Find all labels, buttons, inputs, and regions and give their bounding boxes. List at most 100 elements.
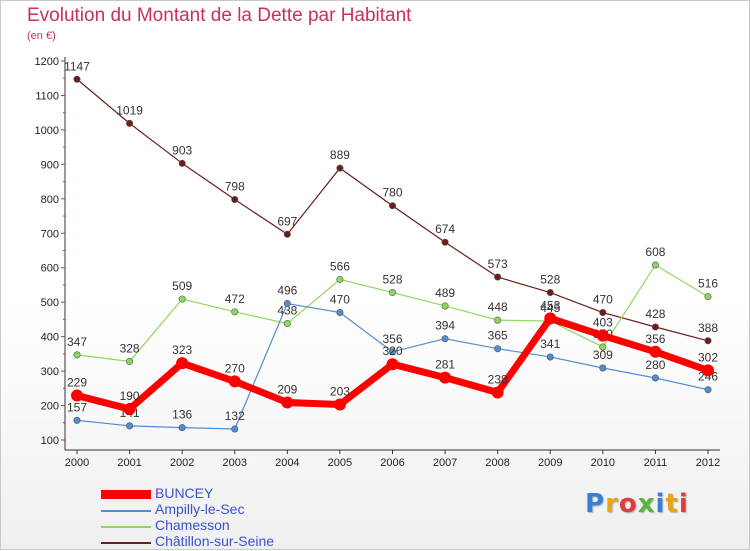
data-label-ampilly-le-sec: 394 — [435, 319, 455, 333]
data-label-chamesson: 445 — [540, 301, 560, 315]
x-tick-label: 2001 — [117, 457, 141, 469]
data-point-ampilly-le-sec — [441, 335, 449, 343]
y-tick-label: 1100 — [35, 90, 59, 102]
data-label-chatillon-sur-seine: 428 — [645, 307, 665, 321]
y-tick-label: 1000 — [35, 125, 59, 137]
data-point-chatillon-sur-seine — [651, 323, 659, 331]
data-label-buncey: 302 — [698, 350, 718, 364]
data-point-chatillon-sur-seine — [494, 273, 502, 281]
logo-letter: x — [637, 489, 656, 519]
data-label-buncey: 453 — [540, 298, 560, 312]
data-label-ampilly-le-sec: 496 — [277, 284, 297, 298]
data-label-chatillon-sur-seine: 388 — [698, 321, 718, 335]
data-point-chatillon-sur-seine — [704, 337, 712, 345]
legend-swatch-buncey — [101, 490, 151, 499]
data-label-chatillon-sur-seine: 780 — [382, 186, 402, 200]
y-tick-label: 800 — [41, 194, 59, 206]
logo-letter: o — [618, 489, 638, 519]
data-point-chamesson — [178, 295, 186, 303]
data-label-chatillon-sur-seine: 798 — [225, 180, 245, 194]
data-label-buncey: 238 — [488, 372, 508, 386]
data-label-chatillon-sur-seine: 674 — [435, 222, 455, 236]
data-point-ampilly-le-sec — [599, 364, 607, 372]
data-label-ampilly-le-sec: 136 — [172, 408, 192, 422]
data-point-buncey — [71, 389, 83, 402]
data-label-buncey: 229 — [67, 376, 87, 390]
data-point-buncey — [123, 402, 136, 415]
data-point-buncey — [649, 345, 662, 358]
y-tick-label: 600 — [41, 263, 59, 275]
data-label-chamesson: 608 — [645, 245, 665, 259]
data-point-ampilly-le-sec — [336, 309, 344, 317]
data-label-chamesson: 566 — [330, 259, 350, 273]
data-point-ampilly-le-sec — [651, 374, 659, 382]
data-label-chamesson: 489 — [435, 286, 455, 300]
data-label-chamesson: 347 — [67, 335, 87, 349]
legend-swatch-ampilly-le-sec — [101, 510, 151, 512]
data-label-chamesson: 509 — [172, 279, 192, 293]
data-label-chatillon-sur-seine: 1147 — [64, 59, 90, 73]
data-label-chatillon-sur-seine: 470 — [593, 293, 613, 307]
data-label-buncey: 209 — [277, 382, 297, 396]
data-point-chamesson — [73, 351, 81, 359]
data-point-ampilly-le-sec — [546, 353, 554, 361]
data-point-chamesson — [599, 343, 607, 351]
chart-unit: (en €) — [27, 30, 56, 42]
data-point-buncey — [281, 396, 294, 409]
data-point-chamesson — [704, 293, 712, 301]
data-label-chatillon-sur-seine: 697 — [277, 214, 297, 228]
data-point-ampilly-le-sec — [704, 386, 712, 394]
x-tick-label: 2011 — [644, 457, 668, 469]
series-line-chatillon-sur-seine — [76, 78, 709, 342]
data-label-chamesson: 516 — [698, 277, 718, 291]
data-point-ampilly-le-sec — [283, 300, 291, 308]
data-label-chatillon-sur-seine: 528 — [540, 273, 560, 287]
data-point-buncey — [439, 371, 452, 384]
y-tick-label: 500 — [41, 297, 59, 309]
data-label-chamesson: 528 — [382, 273, 402, 287]
data-label-chatillon-sur-seine: 903 — [172, 143, 192, 157]
data-point-chatillon-sur-seine — [546, 289, 554, 297]
proxiti-logo: Proxiti — [585, 489, 689, 519]
y-tick-label: 700 — [41, 228, 59, 240]
data-label-buncey: 323 — [172, 343, 192, 357]
data-label-ampilly-le-sec: 157 — [67, 400, 87, 414]
data-point-chamesson — [336, 275, 344, 283]
data-label-buncey: 190 — [120, 389, 140, 403]
data-point-chatillon-sur-seine — [336, 164, 344, 172]
data-point-chatillon-sur-seine — [178, 159, 186, 167]
x-tick-label: 2009 — [538, 457, 562, 469]
data-point-ampilly-le-sec — [178, 424, 186, 432]
y-tick-label: 400 — [41, 332, 59, 344]
logo-letter: i — [678, 489, 689, 519]
data-label-ampilly-le-sec: 341 — [540, 337, 560, 351]
data-point-chatillon-sur-seine — [441, 238, 449, 246]
x-tick-label: 2003 — [223, 457, 247, 469]
data-point-ampilly-le-sec — [73, 416, 81, 424]
data-point-chamesson — [231, 308, 239, 316]
data-point-buncey — [596, 329, 609, 342]
data-point-chamesson — [126, 357, 134, 365]
legend-label-chamesson: Chamesson — [155, 517, 230, 533]
data-label-chatillon-sur-seine: 889 — [330, 148, 350, 162]
data-point-ampilly-le-sec — [494, 345, 502, 353]
data-point-buncey — [544, 312, 557, 325]
y-tick-label: 200 — [41, 401, 59, 413]
data-point-ampilly-le-sec — [388, 348, 396, 356]
data-label-chatillon-sur-seine: 573 — [488, 257, 508, 271]
chart-title: Evolution du Montant de la Dette par Hab… — [27, 5, 412, 26]
y-tick-label: 300 — [41, 366, 59, 378]
legend-label-buncey: BUNCEY — [155, 485, 214, 501]
x-tick-label: 2010 — [591, 457, 615, 469]
data-label-buncey: 281 — [435, 358, 455, 372]
data-label-chamesson: 472 — [225, 292, 245, 306]
x-tick-label: 2004 — [275, 457, 299, 469]
data-label-buncey: 320 — [382, 344, 402, 358]
x-tick-label: 2012 — [696, 457, 720, 469]
data-label-buncey: 270 — [225, 361, 245, 375]
x-tick-label: 2007 — [433, 457, 457, 469]
logo-letter: i — [655, 489, 666, 519]
x-tick-label: 2008 — [485, 457, 509, 469]
